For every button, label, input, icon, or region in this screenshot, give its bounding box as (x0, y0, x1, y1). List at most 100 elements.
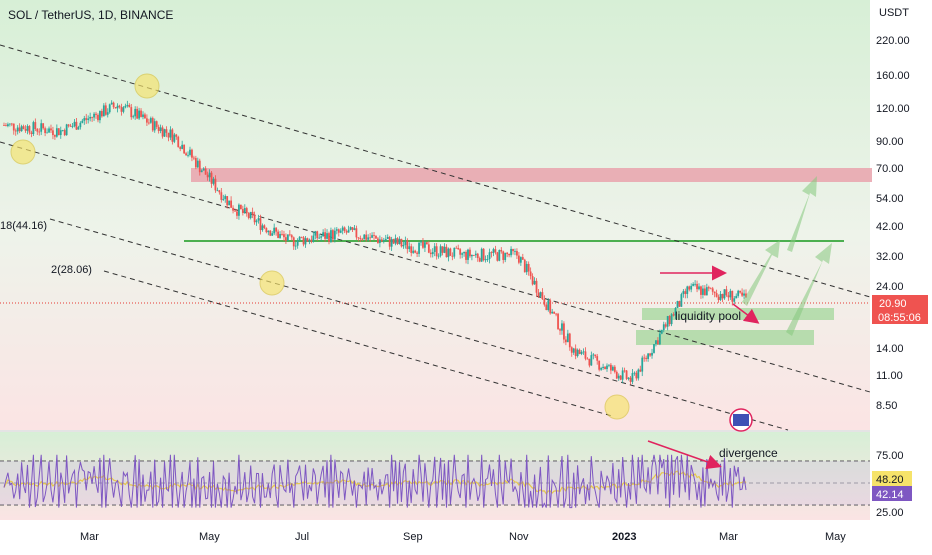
candle-body (474, 253, 477, 256)
candle-body (514, 251, 516, 252)
candle-body (167, 132, 170, 138)
candle-body (136, 108, 139, 119)
candle-body (431, 251, 434, 255)
candle-body (24, 129, 27, 131)
candle-body (369, 237, 372, 239)
candle-body (469, 249, 471, 257)
price-tick: 120.00 (876, 103, 910, 115)
candle-body (500, 250, 503, 252)
candle-body (298, 236, 301, 241)
candle-body (286, 234, 289, 241)
candle-body (165, 129, 168, 133)
candle-body (222, 198, 225, 200)
candle-body (709, 288, 712, 290)
candle-body (425, 242, 428, 245)
candle-body (54, 135, 56, 137)
fib-line-1[interactable] (49, 218, 789, 431)
candle-body (46, 132, 48, 134)
candle-body (91, 116, 94, 118)
candle-body (330, 230, 332, 242)
time-tick: Jul (295, 531, 309, 543)
price-pane[interactable] (0, 0, 870, 430)
liquidity-zone-lower[interactable] (636, 330, 814, 345)
last-price-badge (872, 295, 928, 310)
price-scale[interactable] (870, 0, 932, 550)
candle-body (523, 259, 526, 273)
candle-body (590, 355, 593, 366)
candle-body (707, 287, 710, 289)
candle-body (318, 237, 321, 239)
flag-icon (733, 414, 749, 426)
candle-body (124, 105, 127, 108)
fib-line-2[interactable] (103, 270, 613, 417)
candle-body (377, 238, 379, 243)
candle-body (390, 239, 393, 247)
time-scale[interactable] (0, 520, 932, 550)
candle-body (545, 304, 548, 311)
channel-top-line[interactable] (0, 44, 871, 298)
rsi-line (3, 454, 747, 509)
candle-body (727, 295, 730, 298)
candle-body (114, 107, 117, 109)
candle-body (588, 358, 591, 366)
candle-body (61, 130, 64, 131)
candle-body (437, 255, 440, 257)
candle-body (87, 118, 90, 120)
candle-body (296, 240, 299, 246)
candle-body (185, 153, 187, 156)
candle-body (719, 293, 722, 300)
candle-body (206, 174, 209, 178)
candle-body (277, 231, 279, 238)
candle-body (533, 280, 536, 285)
channel-mid-line[interactable] (0, 141, 871, 393)
candle-body (52, 130, 54, 136)
candle-body (645, 357, 648, 359)
candle-body (480, 248, 483, 262)
candle-body (361, 238, 364, 240)
candle-body (151, 118, 154, 131)
candle-body (22, 126, 25, 130)
candle-body (651, 352, 653, 356)
candle-body (561, 323, 563, 331)
candle-body (658, 333, 661, 345)
price-tick: 70.00 (876, 163, 904, 175)
candle-body (102, 105, 105, 117)
liquidity-zone-upper[interactable] (642, 308, 834, 320)
candle-body (459, 249, 462, 255)
candle-body (531, 276, 534, 285)
candle-body (36, 129, 39, 132)
candle-body (676, 301, 679, 309)
candle-body (28, 126, 31, 133)
time-tick: Sep (403, 531, 423, 543)
candle-body (179, 147, 182, 149)
candle-body (44, 128, 47, 134)
candle-body (586, 358, 589, 360)
fib-label-2: 2(28.06) (51, 264, 92, 276)
candle-body (292, 237, 295, 247)
candle-body (580, 352, 583, 354)
candle-body (171, 129, 174, 142)
candle-body (741, 292, 743, 296)
candle-body (639, 369, 642, 372)
time-tick: Mar (719, 531, 738, 543)
candle-body (502, 251, 505, 260)
candle-body (146, 118, 148, 123)
candle-body (198, 160, 201, 173)
candle-body (95, 113, 97, 115)
candle-body (71, 126, 74, 128)
candle-body (204, 168, 207, 175)
candle-body (731, 290, 734, 302)
liquidity-label: liquidity pool (675, 309, 741, 323)
candle-body (721, 293, 724, 299)
candle-body (715, 293, 718, 297)
resistance-zone[interactable] (191, 168, 872, 182)
candle-body (633, 372, 636, 374)
candle-body (3, 125, 5, 126)
candle-body (175, 134, 178, 137)
candle-body (451, 255, 454, 257)
candle-body (563, 323, 565, 340)
candle-body (398, 238, 401, 244)
candle-body (241, 209, 244, 213)
candle-body (723, 289, 726, 299)
candle-body (392, 239, 395, 244)
